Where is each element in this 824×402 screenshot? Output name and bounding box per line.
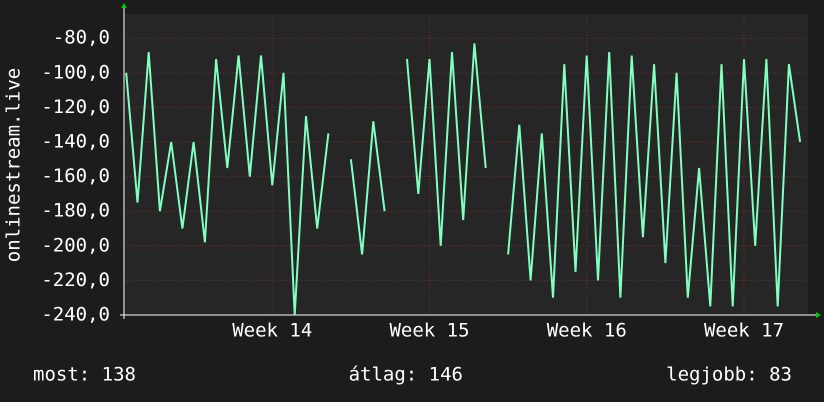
arrow <box>816 312 821 318</box>
y-tick-label: -160,0 <box>41 165 110 187</box>
data-line <box>125 43 802 316</box>
x-tick-label: Week 17 <box>704 320 784 342</box>
x-tick-label: Week 16 <box>547 320 627 342</box>
footer-max: legjobb: 83 <box>666 364 792 386</box>
y-tick-label: -80,0 <box>53 27 110 49</box>
arrow <box>121 3 127 8</box>
y-tick-label: -220,0 <box>41 269 110 291</box>
y-axis-label: onlinestream.live <box>3 68 25 262</box>
y-tick-label: -180,0 <box>41 200 110 222</box>
y-tick-label: -120,0 <box>41 96 110 118</box>
y-tick-label: -140,0 <box>41 131 110 153</box>
x-tick-label: Week 14 <box>232 320 312 342</box>
footer-current: most: 138 <box>33 364 136 386</box>
footer-average: átlag: 146 <box>349 364 463 386</box>
x-tick-label: Week 15 <box>389 320 469 342</box>
y-tick-label: -200,0 <box>41 234 110 256</box>
y-tick-label: -240,0 <box>41 304 110 326</box>
y-tick-label: -100,0 <box>41 61 110 83</box>
